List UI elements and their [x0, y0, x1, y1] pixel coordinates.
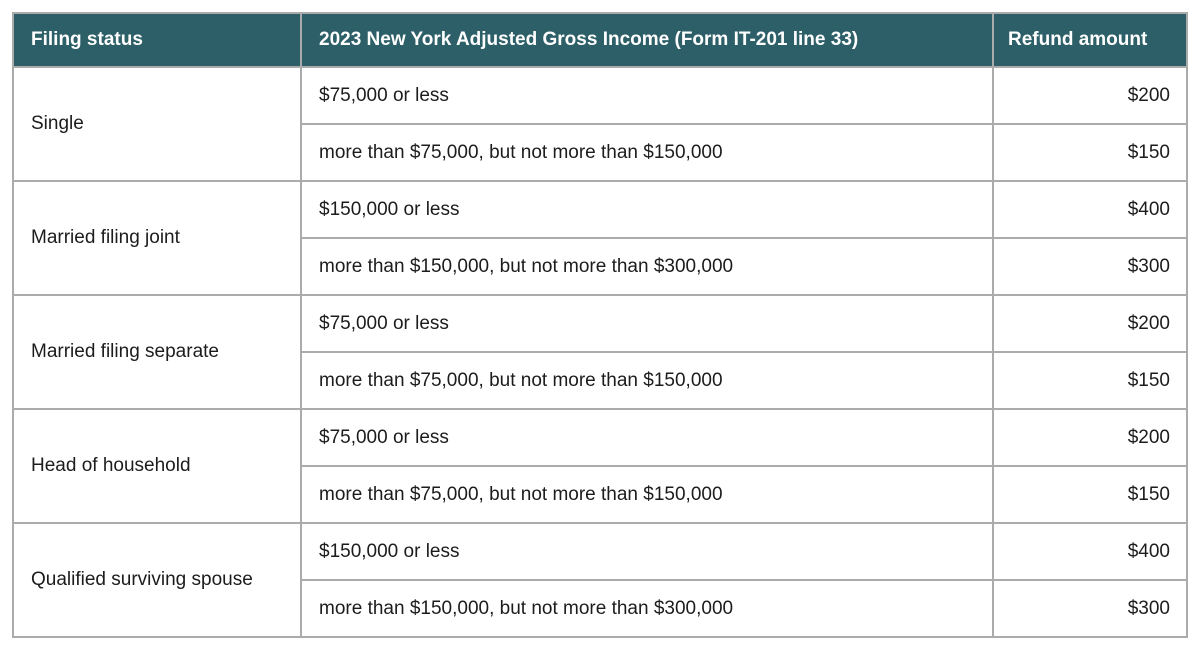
header-row: Filing status 2023 New York Adjusted Gro… [12, 12, 1188, 68]
refund-table-container: Filing status 2023 New York Adjusted Gro… [12, 12, 1188, 638]
refund-cell: $300 [992, 579, 1188, 638]
income-cell: more than $75,000, but not more than $15… [300, 465, 994, 524]
table-row: Married filing separate $75,000 or less … [12, 294, 1188, 410]
filing-group-married-separate: Married filing separate $75,000 or less … [12, 294, 1188, 410]
table-row: more than $150,000, but not more than $3… [13, 237, 1188, 296]
refund-cell: $150 [992, 465, 1188, 524]
filing-group-qualified-surviving-spouse: Qualified surviving spouse $150,000 or l… [12, 522, 1188, 638]
refund-cell: $400 [992, 522, 1188, 581]
refund-cell: $200 [992, 294, 1188, 353]
refund-cell: $300 [992, 237, 1188, 296]
income-cell: more than $75,000, but not more than $15… [300, 351, 994, 410]
column-header-agi: 2023 New York Adjusted Gross Income (For… [300, 12, 994, 68]
filing-status-cell: Single [12, 66, 302, 182]
column-header-refund-amount: Refund amount [992, 12, 1188, 68]
table-row: more than $75,000, but not more than $15… [13, 123, 1188, 182]
table-row: Head of household $75,000 or less $200 [12, 408, 1188, 524]
income-cell: $75,000 or less [300, 408, 994, 467]
filing-status-cell: Qualified surviving spouse [12, 522, 302, 638]
filing-group-single: Single $75,000 or less $200 more than $7… [12, 66, 1188, 182]
income-cell: $75,000 or less [300, 294, 994, 353]
refund-cell: $150 [992, 351, 1188, 410]
income-cell: $150,000 or less [300, 180, 994, 239]
filing-group-head-of-household: Head of household $75,000 or less $200 m… [12, 408, 1188, 524]
income-cell: $150,000 or less [300, 522, 994, 581]
table-row: more than $75,000, but not more than $15… [13, 465, 1188, 524]
table-row: Qualified surviving spouse $150,000 or l… [12, 522, 1188, 638]
refund-cell: $150 [992, 123, 1188, 182]
income-cell: more than $150,000, but not more than $3… [300, 237, 994, 296]
filing-group-married-joint: Married filing joint $150,000 or less $4… [12, 180, 1188, 296]
income-cell: more than $150,000, but not more than $3… [300, 579, 994, 638]
refund-cell: $400 [992, 180, 1188, 239]
filing-status-cell: Married filing separate [12, 294, 302, 410]
refund-amount-table: Filing status 2023 New York Adjusted Gro… [12, 12, 1188, 638]
filing-status-cell: Head of household [12, 408, 302, 524]
table-row: Married filing joint $150,000 or less $4… [12, 180, 1188, 296]
income-cell: more than $75,000, but not more than $15… [300, 123, 994, 182]
filing-status-cell: Married filing joint [12, 180, 302, 296]
column-header-filing-status: Filing status [12, 12, 302, 68]
refund-cell: $200 [992, 408, 1188, 467]
table-row: more than $75,000, but not more than $15… [13, 351, 1188, 410]
table-row: Single $75,000 or less $200 [12, 66, 1188, 182]
table-row: more than $150,000, but not more than $3… [13, 579, 1188, 638]
table-header: Filing status 2023 New York Adjusted Gro… [12, 12, 1188, 68]
refund-cell: $200 [992, 66, 1188, 125]
income-cell: $75,000 or less [300, 66, 994, 125]
